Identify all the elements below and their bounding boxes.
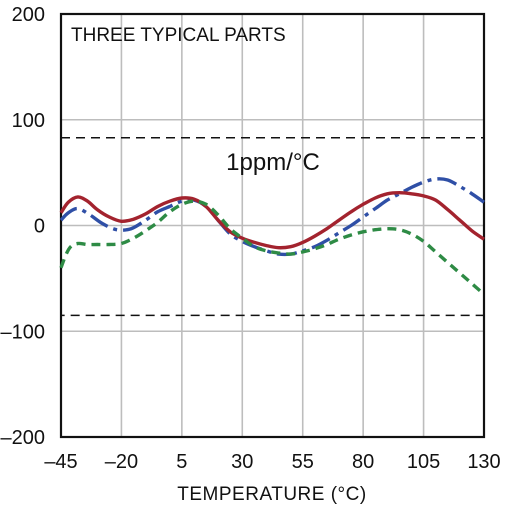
- x-tick-label: –20: [105, 451, 138, 473]
- x-tick-label: 105: [407, 451, 440, 473]
- y-tick-label: –200: [1, 427, 46, 449]
- y-tick-labels: 200 100 0 –100 –200: [1, 4, 46, 449]
- series-layer: [59, 177, 486, 296]
- series-line-2: [59, 191, 485, 250]
- x-tick-label: –45: [44, 451, 77, 473]
- grid: [61, 14, 484, 437]
- x-tick-label: 55: [292, 451, 314, 473]
- x-axis-label: TEMPERATURE (°C): [177, 484, 366, 505]
- x-tick-label: 30: [231, 451, 253, 473]
- y-tick-label: 100: [12, 110, 45, 132]
- y-tick-label: –100: [1, 321, 46, 343]
- x-tick-labels: –45 –20 5 30 55 80 105 130: [44, 451, 500, 473]
- chart-title: THREE TYPICAL PARTS: [71, 25, 286, 46]
- x-tick-label: 130: [467, 451, 500, 473]
- y-tick-label: 200: [12, 4, 45, 26]
- series-line-3: [59, 199, 486, 296]
- x-tick-label: 5: [176, 451, 187, 473]
- x-tick-label: 80: [352, 451, 374, 473]
- y-tick-label: 0: [34, 216, 45, 238]
- series-line-1: [59, 177, 485, 257]
- spec-limit-box: [60, 136, 485, 317]
- spec-limit-label: 1ppm/°C: [226, 149, 320, 176]
